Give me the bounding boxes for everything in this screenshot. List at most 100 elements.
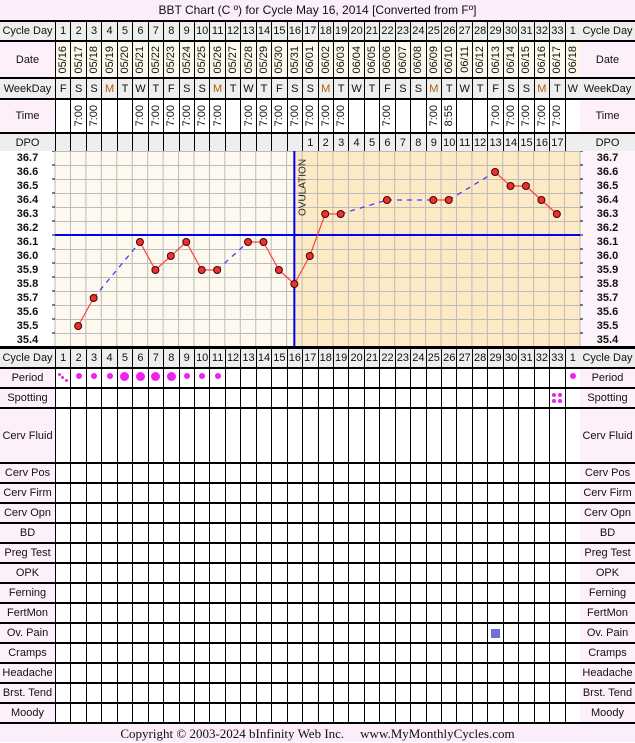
headache-cell: [116, 664, 133, 682]
moody-cell: [163, 704, 179, 722]
cramps-cell: [255, 644, 272, 662]
cycle-day-cell: 32: [533, 22, 550, 40]
bd-cell: [533, 524, 550, 542]
moody-cell: [441, 704, 457, 722]
preg-test-cell: [456, 544, 472, 562]
cycle-day-cell: 18: [317, 22, 333, 40]
cycle-day-cell: 33: [549, 349, 565, 367]
cerv-fluid-cell: [363, 409, 380, 462]
ferning-cell: [363, 584, 380, 602]
cerv-firm-cell: [70, 484, 86, 502]
cycle-day-value: 15: [273, 352, 286, 364]
period-spotting-marker: [58, 373, 69, 383]
bd-cell: [564, 524, 580, 542]
weekday-cell: W: [240, 79, 256, 98]
period-cell: [502, 369, 519, 387]
cerv-pos-cell: [85, 464, 102, 482]
date-value: 06/07: [396, 45, 409, 74]
date-value: 05/21: [134, 45, 147, 74]
period-cell: [549, 369, 565, 387]
period-cell: [533, 369, 550, 387]
date-cell: 05/28: [240, 42, 256, 77]
cerv-pos-cell: [410, 464, 426, 482]
ov-pain-label: Ov. Pain: [0, 624, 55, 642]
temp-gap-line: [93, 241, 141, 299]
spotting-cell: [441, 389, 457, 407]
date-value: 06/08: [412, 45, 425, 74]
opk-cell: [209, 564, 225, 582]
time-cell: 8:55: [441, 100, 457, 132]
spotting-cell: [163, 389, 179, 407]
cycle-day-cell: 16: [286, 22, 303, 40]
cycle-day-value: 8: [168, 25, 175, 37]
cycle-day-value: 19: [335, 25, 348, 37]
time-cell: [394, 100, 411, 132]
headache-cell: [332, 664, 349, 682]
cycle-day-cell: 30: [502, 22, 519, 40]
date-value: 05/18: [88, 45, 101, 74]
site-link[interactable]: www.MyMonthlyCycles.com: [360, 726, 515, 741]
dpo-value: 14: [504, 136, 518, 149]
cycle-day-value: 5: [121, 352, 129, 364]
dpo-cell: [564, 134, 580, 151]
fertmon-cell: [70, 604, 86, 622]
spotting-cell: [240, 389, 256, 407]
cerv-firm-cell: [564, 484, 580, 502]
bd-cell: [332, 524, 349, 542]
cycle-day-value: 31: [520, 25, 533, 37]
cerv-opn-cell: [518, 504, 534, 522]
cycle-day-cell: 28: [471, 349, 488, 367]
date-cell: 05/21: [132, 42, 148, 77]
bd-cell: [394, 524, 411, 542]
headache-cell: [286, 664, 303, 682]
ov-pain-cell: [116, 624, 133, 642]
opk-cell: [271, 564, 287, 582]
row-spotting: Spotting Spotting: [0, 387, 635, 407]
weekday-cell: T: [332, 79, 349, 98]
ov-pain-cell: [394, 624, 411, 642]
cramps-label: Cramps: [0, 644, 55, 662]
weekday-value: S: [522, 82, 531, 95]
cycle-day-cell: 25: [425, 22, 442, 40]
cycle-day-value: 33: [551, 352, 564, 364]
y-tick-label: 35.8: [16, 278, 39, 290]
temp-point-day-22: [382, 196, 391, 204]
cycle-day-cell: 22: [379, 22, 395, 40]
cerv-fluid-cell: [348, 409, 364, 462]
opk-cell: [533, 564, 550, 582]
bd-cell: [55, 524, 71, 542]
preg-test-cell: [147, 544, 164, 562]
headache-cell: [456, 664, 472, 682]
ferning-cell: [518, 584, 534, 602]
ferning-cell: [147, 584, 164, 602]
preg-test-cell: [255, 544, 272, 562]
time-value: 7:00: [196, 105, 209, 127]
fertmon-cell: [132, 604, 148, 622]
fertmon-cell: [348, 604, 364, 622]
cycle-day-cell: 14: [255, 349, 272, 367]
opk-label: OPK: [580, 564, 635, 582]
ferning-cell: [332, 584, 349, 602]
cerv-fluid-cell: [147, 409, 164, 462]
copyright: Copyright © 2003-2024 bInfinity Web Inc.: [120, 726, 345, 741]
cycle-day-value: 3: [91, 25, 98, 37]
opk-cell: [487, 564, 503, 582]
ferning-cell: [302, 584, 318, 602]
cerv-pos-cell: [394, 464, 411, 482]
cerv-opn-cell: [394, 504, 411, 522]
dpo-cell: [163, 134, 179, 151]
brst-tend-cell: [410, 684, 426, 702]
headache-cell: [317, 664, 333, 682]
ov-pain-cell: [55, 624, 71, 642]
date-cell: 05/31: [286, 42, 303, 77]
ov-pain-cell: [363, 624, 380, 642]
cerv-pos-cell: [178, 464, 194, 482]
bbt-chart: OVULATION 36.7 36.7 36.6 36.6 36.5 36.5 36.4 36.…: [0, 150, 635, 348]
time-cell: 7:00: [132, 100, 148, 132]
cerv-fluid-cell: [271, 409, 287, 462]
brst-tend-cell: [193, 684, 210, 702]
ov-pain-cell: [332, 624, 349, 642]
cycle-day-cell: 1: [55, 22, 71, 40]
cerv-fluid-cell: [332, 409, 349, 462]
spotting-cell: [302, 389, 318, 407]
